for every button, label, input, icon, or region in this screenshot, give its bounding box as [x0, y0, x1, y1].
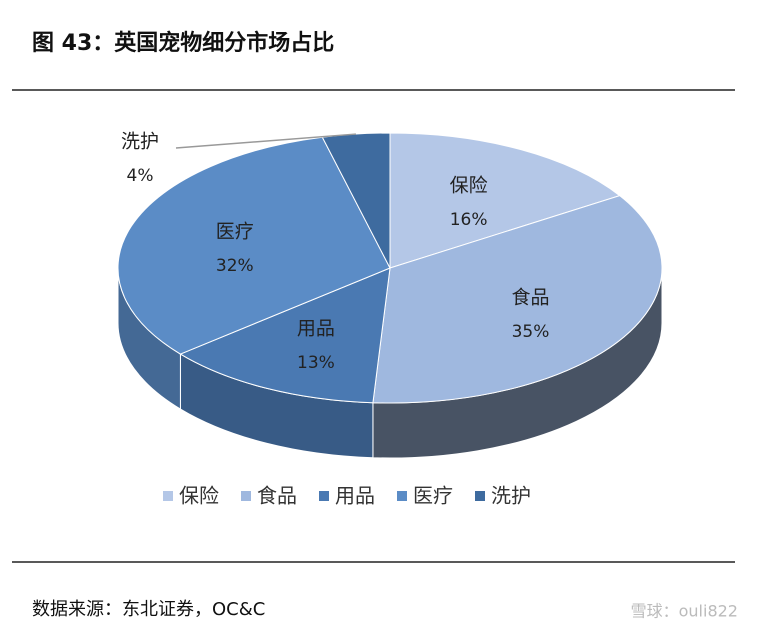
- slice-label: 食品: [511, 287, 549, 309]
- watermark: 雪球：ouli822: [631, 602, 738, 621]
- legend-label: 洗护: [491, 484, 531, 508]
- legend-label: 用品: [335, 484, 375, 508]
- slice-label: 保险: [450, 175, 488, 197]
- value-label: 13%: [297, 353, 335, 373]
- slice: [389, 132, 621, 269]
- legend-swatch: [241, 491, 251, 501]
- slice: [372, 195, 663, 404]
- legend-label: 保险: [179, 484, 219, 508]
- slice: [179, 267, 391, 404]
- slice-label: 用品: [297, 318, 335, 340]
- value-label: 32%: [216, 256, 254, 276]
- legend-label: 食品: [257, 484, 297, 508]
- source: 数据来源：东北证券，OC&C: [32, 599, 265, 620]
- legend-label: 医疗: [413, 484, 453, 508]
- legend-swatch: [475, 491, 485, 501]
- value-label: 4%: [127, 166, 154, 186]
- slice: [117, 136, 391, 355]
- legend-swatch: [319, 491, 329, 501]
- value-label: 35%: [512, 322, 550, 342]
- slice-label: 洗护: [121, 131, 159, 153]
- legend-swatch: [397, 491, 407, 501]
- leader-line: [175, 133, 356, 149]
- slice-label: 医疗: [216, 220, 254, 242]
- legend-swatch: [163, 491, 173, 501]
- chart-title: 图 43：英国宠物细分市场占比: [32, 30, 334, 56]
- value-label: 16%: [450, 210, 488, 230]
